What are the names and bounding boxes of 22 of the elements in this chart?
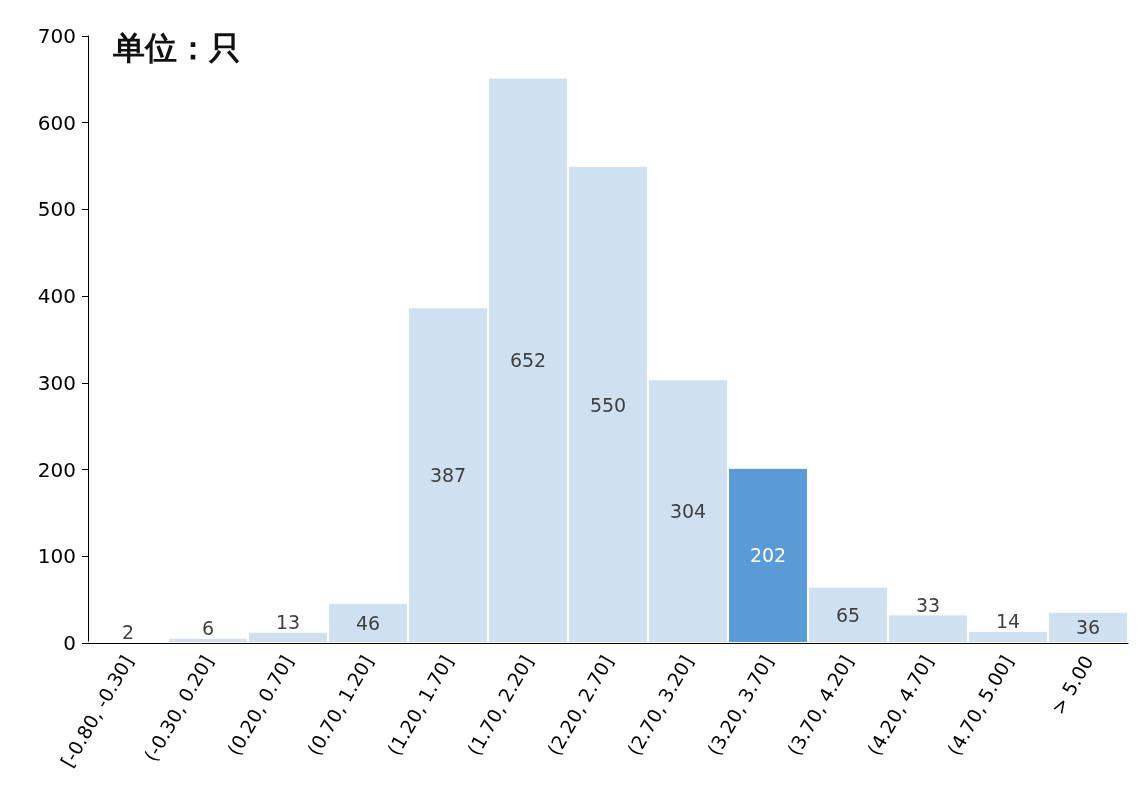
y-tick-label: 100 <box>37 544 76 569</box>
y-tick-label: 0 <box>63 631 76 655</box>
data-label: 46 <box>355 612 381 635</box>
data-label: 13 <box>275 611 301 634</box>
y-tick-label: 200 <box>37 457 76 482</box>
y-tick-label: 400 <box>37 284 76 309</box>
data-label: 304 <box>669 500 707 523</box>
data-label: 387 <box>429 464 467 487</box>
annotation: 单位：只 <box>112 29 241 67</box>
data-label: 14 <box>995 610 1021 633</box>
data-label: 550 <box>589 393 627 416</box>
data-label: 65 <box>835 603 861 626</box>
data-label: 6 <box>201 617 215 640</box>
y-tick-label: 600 <box>37 110 76 135</box>
data-label: 36 <box>1075 616 1101 639</box>
y-tick-label: 500 <box>37 197 76 222</box>
data-label: 652 <box>509 349 547 372</box>
data-label: 33 <box>915 593 941 616</box>
data-label: 202 <box>749 544 787 567</box>
data-label: 2 <box>121 620 135 643</box>
y-tick-label: 300 <box>37 370 76 395</box>
y-tick-label: 700 <box>37 24 76 48</box>
